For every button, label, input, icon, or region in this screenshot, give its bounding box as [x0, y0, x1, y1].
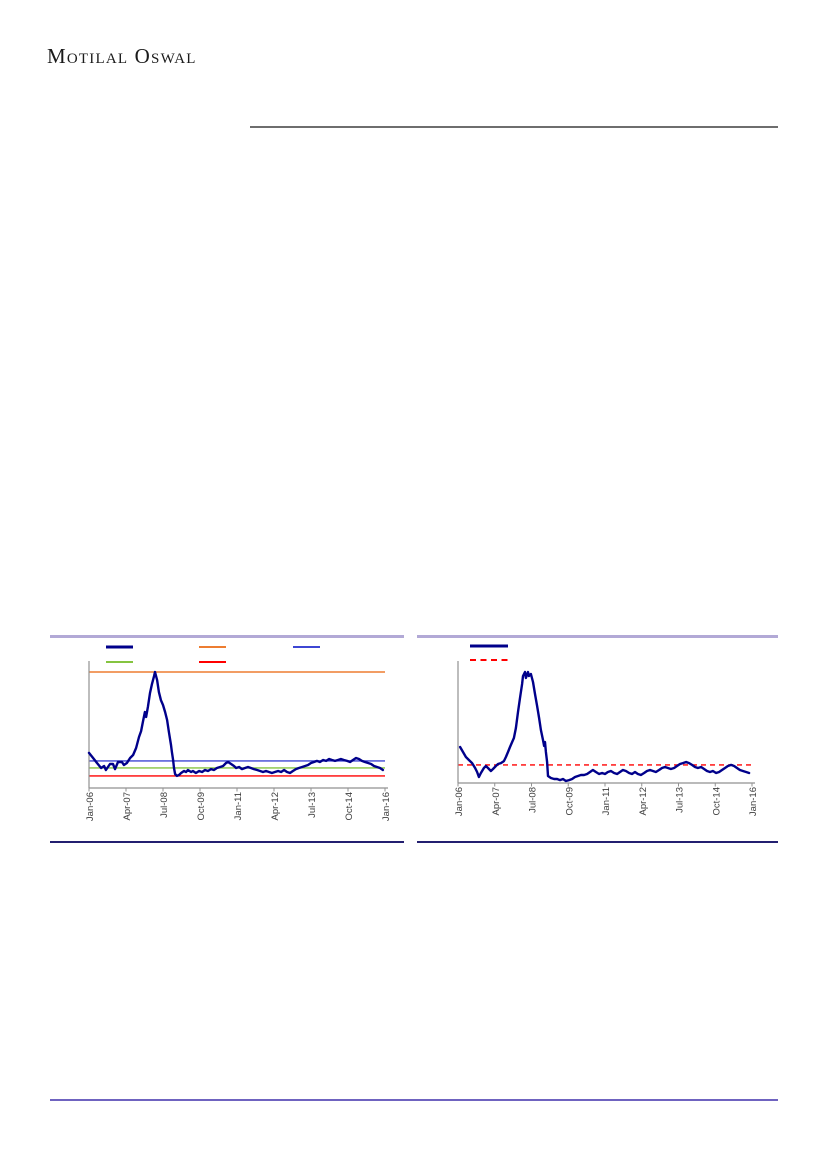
svg-text:Jan-16: Jan-16 [748, 787, 759, 816]
chart-left-bottom-divider [50, 841, 404, 843]
footer-divider [50, 1099, 778, 1101]
svg-text:Apr-07: Apr-07 [122, 792, 133, 821]
svg-text:Apr-12: Apr-12 [638, 787, 649, 816]
chart-right-top-divider [417, 635, 778, 638]
svg-text:Oct-14: Oct-14 [711, 787, 722, 816]
svg-text:Jan-11: Jan-11 [233, 792, 244, 820]
chart-left: Jan-06 Apr-07 Jul-08 Oct-09 Jan-11 Apr-12 Jul-… [85, 645, 392, 821]
svg-text:Jan-06: Jan-06 [454, 787, 465, 816]
chart-block-right: Jan-06 Apr-07 Jul-08 Oct-09 Jan-11 Apr-12 Jul-… [417, 635, 778, 843]
chart-right: Jan-06 Apr-07 Jul-08 Oct-09 Jan-11 Apr-12 Jul-… [454, 644, 759, 816]
svg-text:Oct-09: Oct-09 [564, 787, 575, 816]
header-divider [250, 126, 778, 128]
chart-left-top-divider [50, 635, 404, 638]
svg-text:Jul-08: Jul-08 [159, 792, 170, 818]
svg-text:Jul-08: Jul-08 [528, 787, 539, 813]
chart-block-left: Jan-06 Apr-07 Jul-08 Oct-09 Jan-11 Apr-12 Jul-… [50, 635, 404, 843]
svg-text:Jan-06: Jan-06 [85, 792, 96, 821]
brand-logo: Motilal Oswal [47, 44, 197, 68]
svg-text:Jul-13: Jul-13 [307, 792, 318, 818]
svg-text:Apr-12: Apr-12 [270, 792, 281, 821]
svg-text:Jul-13: Jul-13 [675, 787, 686, 813]
svg-text:Jan-16: Jan-16 [381, 792, 392, 821]
svg-text:Oct-09: Oct-09 [196, 792, 207, 821]
chart-right-bottom-divider [417, 841, 778, 843]
svg-text:Apr-07: Apr-07 [491, 787, 502, 816]
svg-text:Jan-11: Jan-11 [601, 787, 612, 815]
svg-text:Oct-14: Oct-14 [344, 792, 355, 821]
